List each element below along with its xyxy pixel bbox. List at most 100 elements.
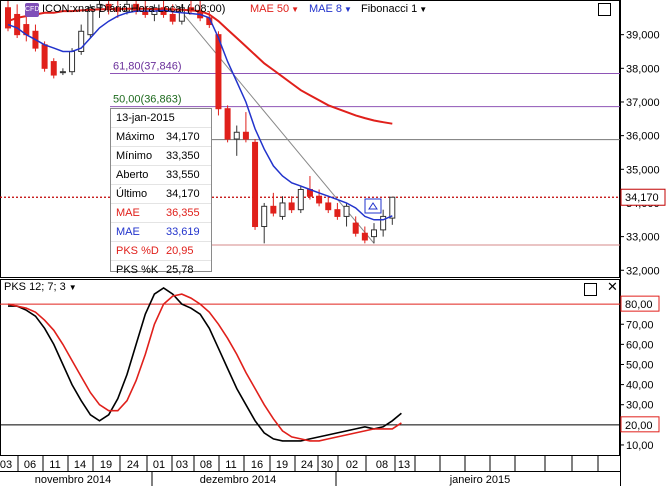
- candle-body: [178, 7, 185, 22]
- stochastic-d-line: [7, 293, 402, 442]
- date-axis-label: 14: [74, 459, 86, 471]
- mae8-label: MAE 8: [309, 3, 343, 15]
- info-row: PKS %D 20,95: [111, 242, 211, 261]
- date-axis-label: 02: [346, 459, 358, 471]
- candle-body: [105, 3, 112, 9]
- info-value: 20,95: [166, 245, 194, 257]
- candle-body: [334, 209, 341, 217]
- candle-body: [96, 3, 103, 9]
- info-row: PKS %K 25,78: [111, 261, 211, 279]
- info-key: Mínimo: [116, 150, 153, 162]
- info-row: Aberto 33,550: [111, 166, 211, 185]
- mae8-menu[interactable]: MAE 8 ▼: [309, 3, 352, 15]
- cfd-badge[interactable]: CFD: [25, 3, 39, 17]
- month-axis-label: novembro 2014: [35, 474, 111, 486]
- stochastic-k-line: [8, 287, 402, 442]
- info-value: 33,550: [166, 169, 200, 181]
- mae50-line: [7, 7, 393, 125]
- last-price-tag-label: 34,170: [625, 192, 659, 204]
- candle-body: [288, 202, 295, 211]
- chevron-down-icon: ▼: [419, 5, 428, 14]
- candle-body: [361, 232, 368, 241]
- price-axis-label: 37,000: [626, 97, 660, 109]
- candle-body: [41, 44, 48, 69]
- chevron-down-icon: ▼: [68, 283, 77, 292]
- price-axis-label: 36,000: [626, 131, 660, 143]
- info-key: PKS %D: [116, 245, 159, 257]
- sub-panel-frame: [0, 279, 620, 456]
- chevron-down-icon: ▼: [344, 5, 352, 14]
- info-key: MAE: [116, 226, 140, 238]
- fibonacci-label: Fibonacci 1: [361, 3, 418, 15]
- info-value: 34,170: [166, 131, 200, 143]
- stochastic-axis-label: 50,00: [626, 359, 654, 371]
- info-key: Máximo: [116, 131, 155, 143]
- info-row: MAE 36,355: [111, 204, 211, 223]
- month-axis-label: janeiro 2015: [449, 474, 511, 486]
- candle-body: [5, 7, 11, 29]
- stochastic-menu[interactable]: PKS 12; 7; 3 ▼: [4, 281, 77, 293]
- fibonacci-level-label: 61,80(37,846): [113, 61, 182, 73]
- candle-body: [325, 202, 332, 211]
- price-axis-label: 32,000: [626, 265, 660, 277]
- fibonacci-menu[interactable]: Fibonacci 1 ▼: [361, 3, 427, 15]
- candle-body: [252, 141, 259, 228]
- candle-body: [224, 108, 231, 140]
- candle-body: [87, 7, 94, 36]
- date-axis-label: 24: [127, 459, 139, 471]
- info-row: Último 34,170: [111, 185, 211, 204]
- info-date-row: 13-jan-2015: [111, 109, 211, 128]
- price-axis-label: 38,000: [626, 63, 660, 75]
- candle-body: [59, 71, 66, 74]
- stochastic-level-tag-label: 80,00: [625, 299, 653, 311]
- alert-marker-icon: [368, 202, 378, 210]
- sub-maximize-button[interactable]: [584, 283, 597, 296]
- date-axis-label: 13: [398, 459, 410, 471]
- symbol-label[interactable]: ICON:xnas Diário Hora Local (-08:00): [42, 3, 225, 15]
- maximize-button[interactable]: [598, 3, 611, 16]
- candle-body: [270, 205, 277, 214]
- candle-body: [233, 131, 240, 140]
- sub-close-button[interactable]: ✕: [607, 279, 618, 294]
- stochastic-level-tag: [620, 416, 660, 433]
- info-row: MAE 33,619: [111, 223, 211, 242]
- candle-body: [69, 50, 76, 73]
- date-axis-label: 30: [321, 459, 333, 471]
- date-axis-label: 19: [100, 459, 112, 471]
- data-window: 13-jan-2015 Máximo 34,170 Mínimo 33,350 Ab…: [110, 108, 212, 276]
- stochastic-axis-label: 30,00: [626, 400, 654, 412]
- info-key: Último: [116, 188, 148, 200]
- candle-body: [78, 30, 85, 52]
- info-value: 33,350: [166, 150, 200, 162]
- mae8-line: [7, 9, 393, 221]
- date-axis-label: 11: [225, 459, 236, 471]
- stochastic-axis-label: 10,00: [626, 440, 654, 452]
- candle-body: [279, 202, 286, 217]
- candle-body: [297, 188, 304, 211]
- date-axis-label: 19: [276, 459, 288, 471]
- date-axis-label: 08: [200, 459, 212, 471]
- month-axis-label: dezembro 2014: [200, 474, 276, 486]
- candle-body: [261, 205, 268, 228]
- date-axis-label: 01: [153, 459, 165, 471]
- mae50-menu[interactable]: MAE 50 ▼: [250, 3, 299, 15]
- candle-body: [343, 205, 350, 217]
- stochastic-axis-label: 70,00: [626, 319, 654, 331]
- date-axis-label: 06: [24, 459, 36, 471]
- candle-body: [380, 215, 387, 231]
- info-value: 25,78: [166, 264, 194, 276]
- date-axis-label: 11: [49, 459, 60, 471]
- chevron-down-icon: ▼: [291, 5, 300, 14]
- info-value: 34,170: [166, 188, 200, 200]
- stochastic-label: PKS 12; 7; 3: [4, 281, 66, 293]
- price-axis-label: 33,000: [626, 232, 660, 244]
- price-axis-label: 39,000: [626, 30, 660, 42]
- candle-body: [242, 131, 249, 140]
- candle-body: [50, 61, 57, 76]
- stochastic-plot: [0, 287, 620, 442]
- stochastic-level-tag: [620, 295, 660, 312]
- date-axis-label: 03: [0, 459, 12, 471]
- date-axis-label: 08: [376, 459, 388, 471]
- symbol-text: ICON:xnas Diário Hora Local (-08:00): [42, 3, 226, 15]
